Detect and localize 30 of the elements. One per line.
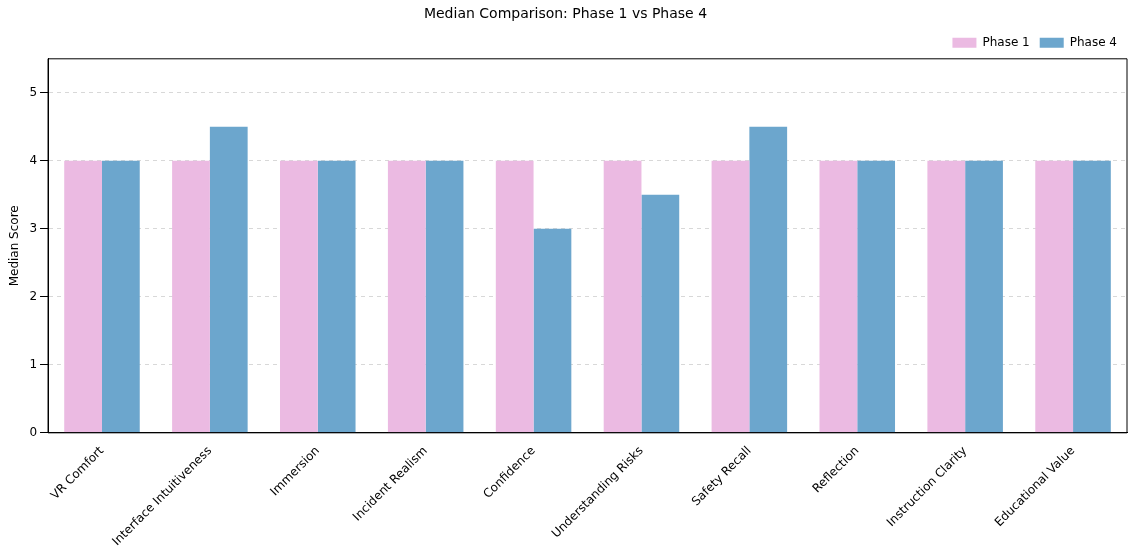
bar: [927, 160, 966, 433]
bar: [1073, 160, 1111, 433]
y-tick-label: 3: [29, 220, 38, 235]
bar: [819, 160, 858, 433]
legend-label: Phase 1: [982, 34, 1030, 49]
bar: [857, 160, 896, 433]
bar: [1035, 160, 1074, 433]
y-tick-label: 0: [29, 424, 38, 439]
bar: [387, 160, 426, 433]
bar: [172, 160, 210, 433]
bar: [317, 160, 356, 433]
bar: [603, 160, 642, 433]
y-tick-label: 1: [29, 356, 38, 371]
bar: [495, 160, 534, 433]
bar: [641, 194, 680, 433]
legend-label: Phase 4: [1069, 34, 1117, 49]
bar: [280, 160, 318, 433]
y-tick-label: 5: [29, 84, 38, 99]
chart-title: Median Comparison: Phase 1 vs Phase 4: [423, 5, 708, 22]
bar: [965, 160, 1003, 433]
bar: [533, 228, 572, 433]
bar: [425, 160, 464, 433]
bar: [749, 126, 788, 433]
y-axis-title: Median Score: [7, 205, 22, 287]
bar: [209, 126, 248, 433]
bar: [711, 160, 750, 433]
y-tick-label: 4: [29, 152, 38, 167]
bar: [64, 160, 102, 433]
y-tick-label: 2: [29, 288, 38, 303]
bar: [101, 160, 140, 433]
